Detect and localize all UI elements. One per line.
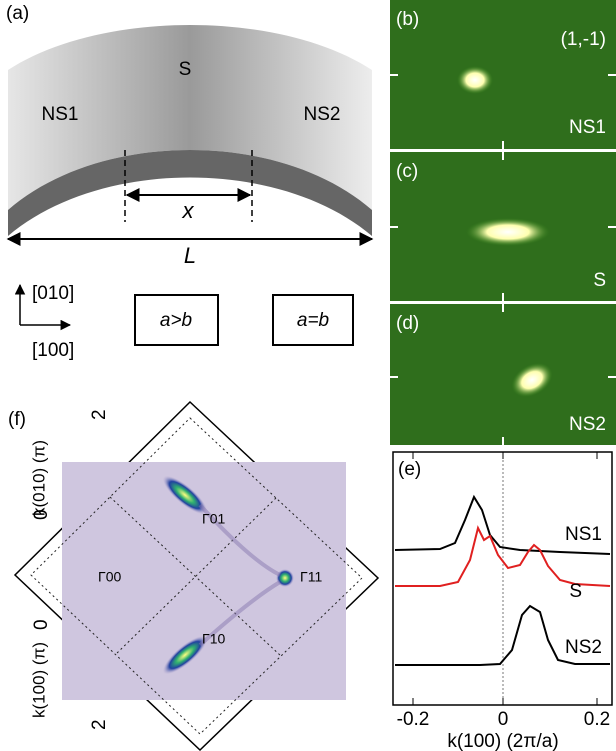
figure: (a) x L NS1 S NS2 [010] [100] a>b a=b (b… [0, 0, 616, 751]
region-label: NS1 [42, 104, 79, 125]
point-label: Γ00 [98, 569, 121, 585]
panel-label: (b) [396, 9, 419, 30]
panel-b: (b) (1,-1) NS1 [390, 0, 616, 149]
tick-label: 2 [89, 409, 110, 420]
panel-d: (d) NS2 [390, 304, 616, 445]
region-label: NS2 [304, 104, 341, 125]
point-label: Γ01 [202, 511, 225, 527]
ticks [413, 452, 597, 705]
panel-label: (c) [396, 161, 418, 182]
l-label: L [184, 243, 196, 268]
x-label: x [182, 198, 195, 223]
x-axis-label: k(100) (2π/a) [447, 731, 558, 751]
index-label: (1,-1) [561, 29, 606, 50]
tick-label: 0 [31, 619, 52, 630]
x-tick-label: 0 [498, 709, 509, 730]
tick-label: 2 [89, 719, 110, 730]
curve-label: NS1 [565, 524, 602, 545]
point-label: Γ11 [300, 569, 322, 585]
panel-label: (e) [398, 459, 421, 480]
box-label: a>b [160, 310, 192, 331]
spot [457, 66, 493, 94]
panel-label: (d) [396, 313, 419, 334]
name-label: S [593, 270, 606, 291]
curve-label: S [569, 581, 582, 602]
axis-label: k(100) (π) [29, 642, 48, 718]
panel-label: (a) [6, 3, 29, 24]
panel-c: (c) S [390, 152, 616, 301]
axis-label: k(010) (π) [29, 440, 48, 516]
axis-label: [010] [32, 283, 74, 304]
point-label: Γ10 [202, 631, 225, 647]
tick-label: 0 [31, 509, 52, 520]
curve-label: NS2 [565, 637, 602, 658]
name-label: NS2 [569, 414, 606, 435]
x-tick-label: -0.2 [397, 709, 430, 730]
x-tick-label: 0.2 [584, 709, 610, 730]
region-label: S [179, 59, 192, 80]
spot [466, 218, 550, 246]
box-label: a=b [297, 310, 329, 331]
axis-label: [100] [32, 340, 74, 361]
name-label: NS1 [569, 117, 606, 138]
panel-label: (f) [8, 409, 26, 430]
